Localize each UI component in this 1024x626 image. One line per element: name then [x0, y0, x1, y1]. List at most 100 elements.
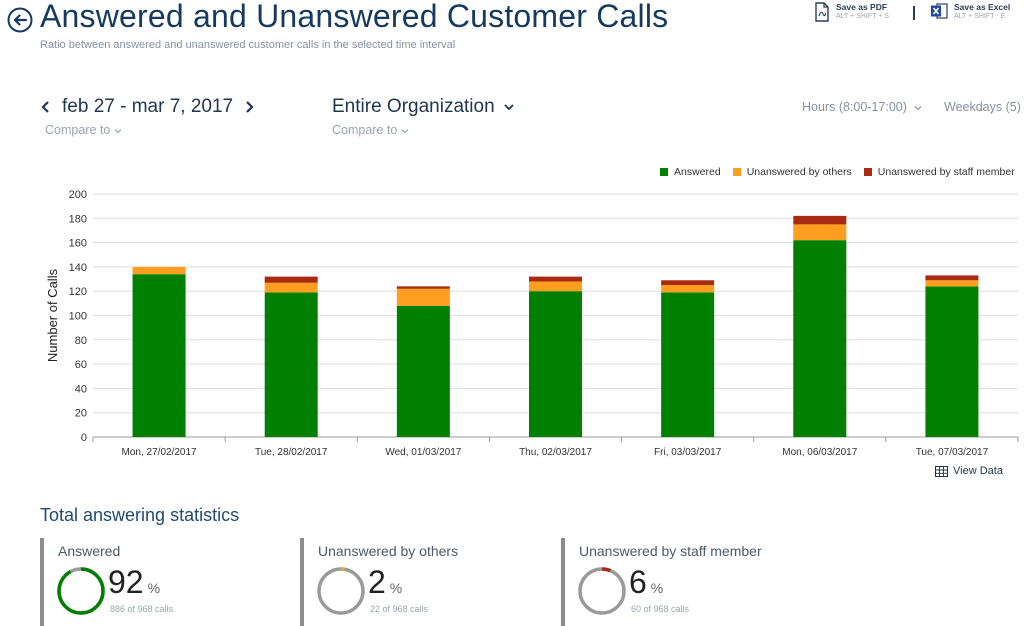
stat-value: 2 [368, 564, 386, 600]
donut-unanswered-others [317, 567, 365, 615]
bar-segment-unanswered-staff [529, 276, 582, 282]
y-tick-label: 60 [75, 359, 87, 371]
weekdays-label: Weekdays (5) [944, 100, 1021, 114]
bar-segment-answered [132, 274, 186, 437]
donut-arc [57, 567, 105, 615]
chevron-down-icon [504, 104, 514, 111]
x-tick-label: Wed, 01/03/2017 [385, 447, 461, 458]
save-as-pdf-shortcut: ALT + SHIFT + S [836, 13, 889, 20]
save-as-excel-button[interactable]: Save as Excel ALT + SHIFT - E [930, 2, 1010, 21]
stat-unit: % [389, 580, 403, 596]
chart-legend: Answered Unanswered by others Unanswered… [660, 166, 1015, 178]
chevron-down-icon [401, 129, 409, 134]
organization-dropdown[interactable]: Entire Organization [332, 96, 515, 118]
y-tick-label: 200 [69, 189, 87, 201]
weekdays-dropdown[interactable]: Weekdays (5) [944, 100, 1021, 114]
org-compare-dropdown[interactable]: Compare to [332, 123, 409, 137]
bar-segment-answered [793, 240, 847, 437]
stat-unit: % [147, 580, 161, 596]
bar-segment-answered [661, 292, 715, 437]
x-tick-label: Mon, 06/03/2017 [782, 447, 857, 458]
excel-file-icon [931, 3, 948, 19]
stat-value: 92 [108, 564, 144, 600]
bar-segment-unanswered-staff [264, 276, 318, 283]
stat-percent: 92% [108, 564, 160, 601]
stat-calls: 22 of 968 calls [370, 604, 429, 614]
stat-label: Answered [58, 543, 121, 559]
hours-dropdown[interactable]: Hours (8:00-17:00) [802, 100, 922, 114]
organization-label: Entire Organization [332, 96, 495, 117]
calls-bar-chart: 0 20 40 60 80 100 120 140 160 180 200 Number of Cal… [45, 189, 1019, 458]
view-data-button[interactable]: View Data [935, 465, 1003, 477]
view-data-label: View Data [953, 465, 1003, 477]
legend-item-answered[interactable]: Answered [660, 166, 721, 178]
table-grid-icon [935, 465, 948, 477]
bar-segment-unanswered-others [793, 224, 847, 241]
chevron-left-icon[interactable] [40, 100, 52, 114]
stat-unanswered-staff: Unanswered by staff member 6% 60 of 968 … [561, 538, 825, 626]
legend-item-unanswered-staff[interactable]: Unanswered by staff member [863, 166, 1015, 178]
stat-unit: % [650, 580, 664, 596]
stat-answered: Answered 92% 886 of 968 calls [40, 538, 284, 626]
bar-segment-answered [396, 305, 450, 437]
bar-segment-answered [264, 292, 318, 437]
stat-label: Unanswered by others [318, 543, 459, 559]
page-title: Answered and Unanswered Customer Calls [40, 0, 669, 34]
donut-arc [317, 567, 365, 615]
bar-segment-unanswered-others [396, 288, 450, 306]
y-tick-label: 140 [69, 262, 87, 274]
stat-calls: 60 of 968 calls [631, 604, 690, 614]
y-tick-label: 180 [69, 213, 87, 225]
bar-segment-unanswered-staff [925, 275, 979, 281]
bar-segment-unanswered-staff [396, 286, 450, 289]
legend-swatch-answered [660, 168, 668, 176]
stat-percent: 2% [368, 564, 402, 601]
y-tick-label: 100 [69, 311, 87, 323]
bar-segment-unanswered-others [661, 285, 715, 293]
y-tick-label: 120 [69, 286, 87, 298]
hours-label: Hours (8:00-17:00) [802, 100, 907, 114]
save-as-pdf-button[interactable]: Save as PDF ALT + SHIFT + S [814, 2, 889, 22]
back-button[interactable] [7, 7, 33, 33]
date-compare-label: Compare to [45, 123, 111, 137]
bar-segment-unanswered-staff [661, 280, 715, 286]
x-tick-label: Mon, 27/02/2017 [122, 447, 197, 458]
x-tick-label: Fri, 03/03/2017 [654, 447, 722, 458]
y-tick-label: 160 [69, 238, 87, 250]
bar-segment-unanswered-others [264, 282, 318, 293]
bar-segment-answered [925, 286, 979, 437]
date-range-label[interactable]: feb 27 - mar 7, 2017 [62, 96, 234, 117]
y-tick-label: 0 [81, 432, 87, 444]
y-tick-label: 20 [75, 408, 87, 420]
chevron-down-icon [914, 106, 922, 111]
y-axis-label: Number of Calls [45, 268, 60, 362]
arrow-left-circle-icon [7, 7, 33, 33]
legend-item-unanswered-others[interactable]: Unanswered by others [732, 166, 852, 178]
chevron-down-icon [114, 129, 122, 134]
legend-swatch-unanswered-others [732, 168, 741, 176]
donut-arc [578, 567, 626, 615]
stat-label: Unanswered by staff member [579, 543, 762, 559]
bar-segment-unanswered-staff [793, 215, 847, 225]
y-tick-label: 80 [75, 335, 87, 347]
save-as-excel-shortcut: ALT + SHIFT - E [954, 13, 1006, 20]
bar-segment-unanswered-others [925, 280, 979, 287]
donut-answered [57, 567, 105, 615]
save-as-excel-label: Save as Excel [954, 2, 1011, 12]
org-compare-label: Compare to [332, 123, 398, 137]
x-tick-label: Tue, 28/02/2017 [255, 447, 328, 458]
chevron-right-icon[interactable] [243, 100, 255, 114]
date-range-picker: feb 27 - mar 7, 2017 [40, 96, 255, 118]
date-compare-dropdown[interactable]: Compare to [45, 123, 122, 137]
page-subtitle: Ratio between answered and unanswered cu… [40, 39, 456, 51]
save-as-pdf-label: Save as PDF [836, 2, 888, 12]
x-tick-label: Tue, 07/03/2017 [916, 447, 989, 458]
stat-calls: 886 of 968 calls [110, 604, 174, 614]
stats-title: Total answering statistics [40, 505, 240, 525]
stat-percent: 6% [629, 564, 663, 601]
y-tick-label: 40 [75, 383, 87, 395]
export-divider [913, 6, 915, 20]
donut-unanswered-staff [578, 567, 626, 615]
pdf-file-icon [815, 2, 829, 22]
legend-label-answered: Answered [674, 166, 721, 178]
